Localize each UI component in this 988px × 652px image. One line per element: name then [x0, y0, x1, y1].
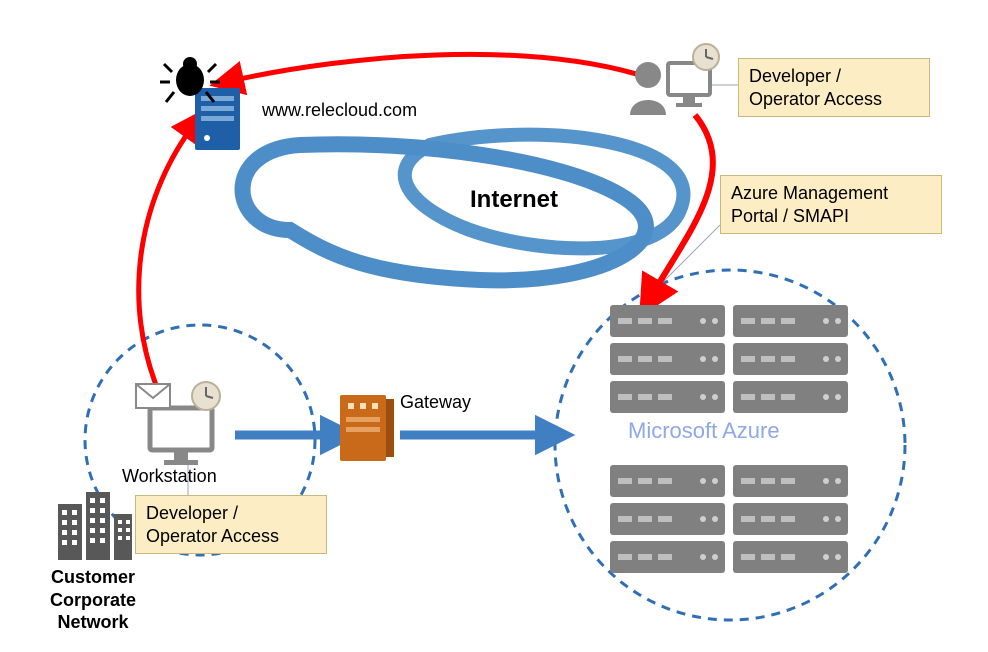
server-unit — [610, 465, 725, 497]
azure-boundary — [555, 270, 905, 620]
workstation-label: Workstation — [122, 466, 217, 487]
server-unit — [610, 541, 725, 573]
server-unit — [733, 541, 848, 573]
arrow-workstation-to-website — [139, 130, 190, 395]
server-unit — [733, 305, 848, 337]
azure-label: Microsoft Azure — [628, 418, 780, 444]
workstation-icon — [136, 382, 220, 465]
server-unit — [733, 465, 848, 497]
server-unit — [610, 503, 725, 535]
internet-label: Internet — [470, 186, 558, 214]
gateway-server-icon — [340, 395, 394, 461]
corp-network-label: Customer Corporate Network — [50, 566, 136, 634]
dev-user-top-icon — [630, 44, 719, 115]
azure-portal-callout: Azure Management Portal / SMAPI — [720, 175, 942, 234]
dev-access-left-callout: Developer / Operator Access — [135, 495, 327, 554]
server-unit — [610, 343, 725, 375]
website-label: www.relecloud.com — [262, 100, 417, 121]
dev-access-top-callout: Developer / Operator Access — [738, 58, 930, 117]
server-unit — [610, 305, 725, 337]
gateway-label: Gateway — [400, 392, 471, 413]
azure-servers-bottom — [610, 465, 848, 573]
server-unit — [733, 503, 848, 535]
server-unit — [733, 381, 848, 413]
server-unit — [610, 381, 725, 413]
arrow-dev-to-website — [235, 54, 640, 80]
website-server-icon — [195, 88, 240, 150]
server-unit — [733, 343, 848, 375]
buildings-icon — [58, 492, 132, 560]
azure-servers-top — [610, 305, 848, 413]
internet-cloud-icon — [243, 135, 684, 281]
